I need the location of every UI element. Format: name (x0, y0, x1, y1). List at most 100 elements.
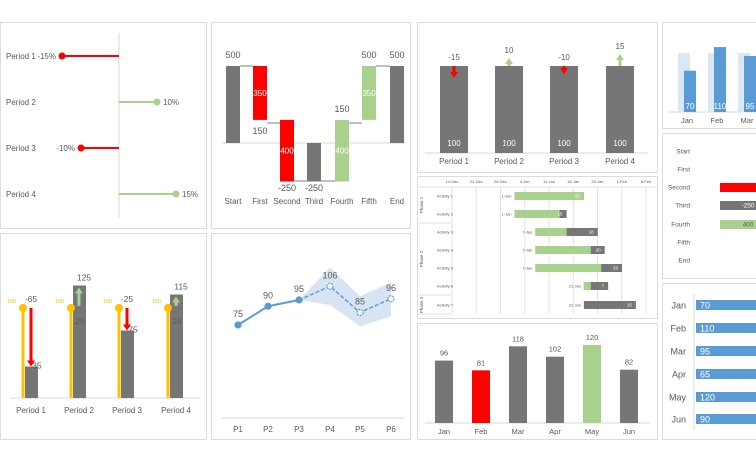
inner-label: 400 (280, 147, 294, 156)
value-bar (720, 220, 756, 229)
category-label: P3 (294, 425, 304, 434)
baseline-label: 100 (152, 299, 161, 305)
up-arrow-head (616, 54, 624, 60)
value-label: -250 (741, 203, 754, 210)
waterfall-bar (307, 143, 321, 182)
value-label: 82 (625, 358, 633, 367)
category-label: Third (305, 197, 323, 206)
category-label: P2 (263, 425, 273, 434)
value-label: 100 (557, 139, 571, 148)
gantt-complete-bar (535, 228, 567, 236)
date-tick: 25-Jan (591, 179, 603, 184)
category-label: Second (668, 185, 690, 192)
value-bar (714, 47, 726, 112)
baseline-dot (19, 304, 27, 312)
duration-label: 7 (602, 284, 605, 289)
change-label: -25 (121, 294, 134, 304)
data-label: 106 (322, 270, 337, 280)
gantt-complete-bar (514, 192, 584, 200)
duration-label: 18 (589, 230, 595, 235)
bar (696, 346, 756, 356)
data-point (264, 302, 272, 310)
value-label: 95 (746, 102, 755, 111)
date-tick: 21-Dec (470, 179, 483, 184)
bar (583, 345, 601, 423)
activity-label: Activity 7 (437, 303, 454, 308)
duration-label: 15 (558, 212, 564, 217)
bar (620, 369, 638, 423)
value-bar (720, 183, 756, 192)
value-label: 15% (182, 190, 198, 199)
down-arrow-head (123, 324, 131, 331)
category-label: Period 1 (439, 157, 469, 166)
lollipop-dot (58, 52, 66, 60)
activity-label: Activity 2 (437, 212, 454, 217)
bar (550, 66, 578, 153)
forecast-line (298, 285, 392, 314)
waterfall-bar (226, 66, 240, 143)
value-label: 110 (714, 102, 727, 111)
data-label: 95 (294, 284, 304, 294)
category-label: Start (676, 149, 690, 156)
category-label: Period 4 (605, 157, 635, 166)
category-label: Fourth (671, 222, 690, 229)
value-label: -15% (37, 52, 56, 61)
category-label: Feb (711, 116, 724, 125)
start-label: 1-Jan (502, 194, 512, 199)
bar (435, 360, 453, 423)
change-label: 15 (172, 316, 182, 326)
bar (546, 356, 564, 423)
baseline-dot (164, 304, 172, 312)
category-label: Feb (670, 324, 686, 334)
inner-label: 350 (253, 89, 267, 98)
gantt-remaining-bar (583, 301, 636, 309)
category-label: End (390, 197, 404, 206)
date-tick: 28-Dec (494, 179, 507, 184)
data-label: 85 (355, 297, 365, 307)
value-label: 75 (128, 325, 138, 335)
change-label: 10 (505, 46, 514, 55)
inner-label: 350 (362, 89, 376, 98)
bar (606, 66, 634, 153)
panel-forecast-line (211, 233, 411, 440)
value-bar (720, 201, 756, 210)
category-label: P1 (233, 425, 243, 434)
value-label: 125 (77, 273, 91, 283)
value-label: 70 (700, 301, 710, 311)
waterfall-bar (362, 66, 376, 120)
change-label: -65 (25, 294, 38, 304)
value-bar (170, 294, 183, 398)
category-label: Mar (512, 427, 525, 436)
date-tick: 4-Jan (520, 179, 530, 184)
waterfall-bar (253, 66, 267, 120)
value-label: 100 (502, 139, 516, 148)
category-label: P5 (355, 425, 365, 434)
forecast-band (299, 267, 391, 327)
value-label: 10% (163, 98, 179, 107)
waterfall-bar (280, 119, 294, 182)
panel-variance-arrows (0, 233, 207, 440)
category-label: Period 2 (494, 157, 524, 166)
waterfall-bar (335, 119, 349, 182)
category-label: Jan (438, 427, 450, 436)
activity-label: Activity 6 (437, 284, 454, 289)
value-label: 110 (700, 324, 714, 334)
gantt-remaining-bar (583, 282, 609, 290)
down-arrow-head (27, 360, 35, 367)
category-label: Jan (671, 301, 686, 311)
value-label: -10% (56, 144, 75, 153)
value-label: 115 (174, 282, 188, 292)
baseline-label: 100 (55, 299, 64, 305)
date-tick: 11-Jan (543, 179, 555, 184)
data-point (387, 295, 395, 303)
change-label: -10 (558, 53, 570, 62)
duration-label: 25 (613, 266, 619, 271)
category-label: End (678, 258, 690, 265)
activity-label: Activity 3 (437, 230, 454, 235)
value-label: 100 (613, 139, 627, 148)
category-label: Period 3 (112, 406, 142, 415)
data-point (295, 296, 303, 304)
category-label: P6 (386, 425, 396, 434)
lollipop-dot (77, 144, 85, 152)
date-tick: 1-Feb (617, 179, 628, 184)
